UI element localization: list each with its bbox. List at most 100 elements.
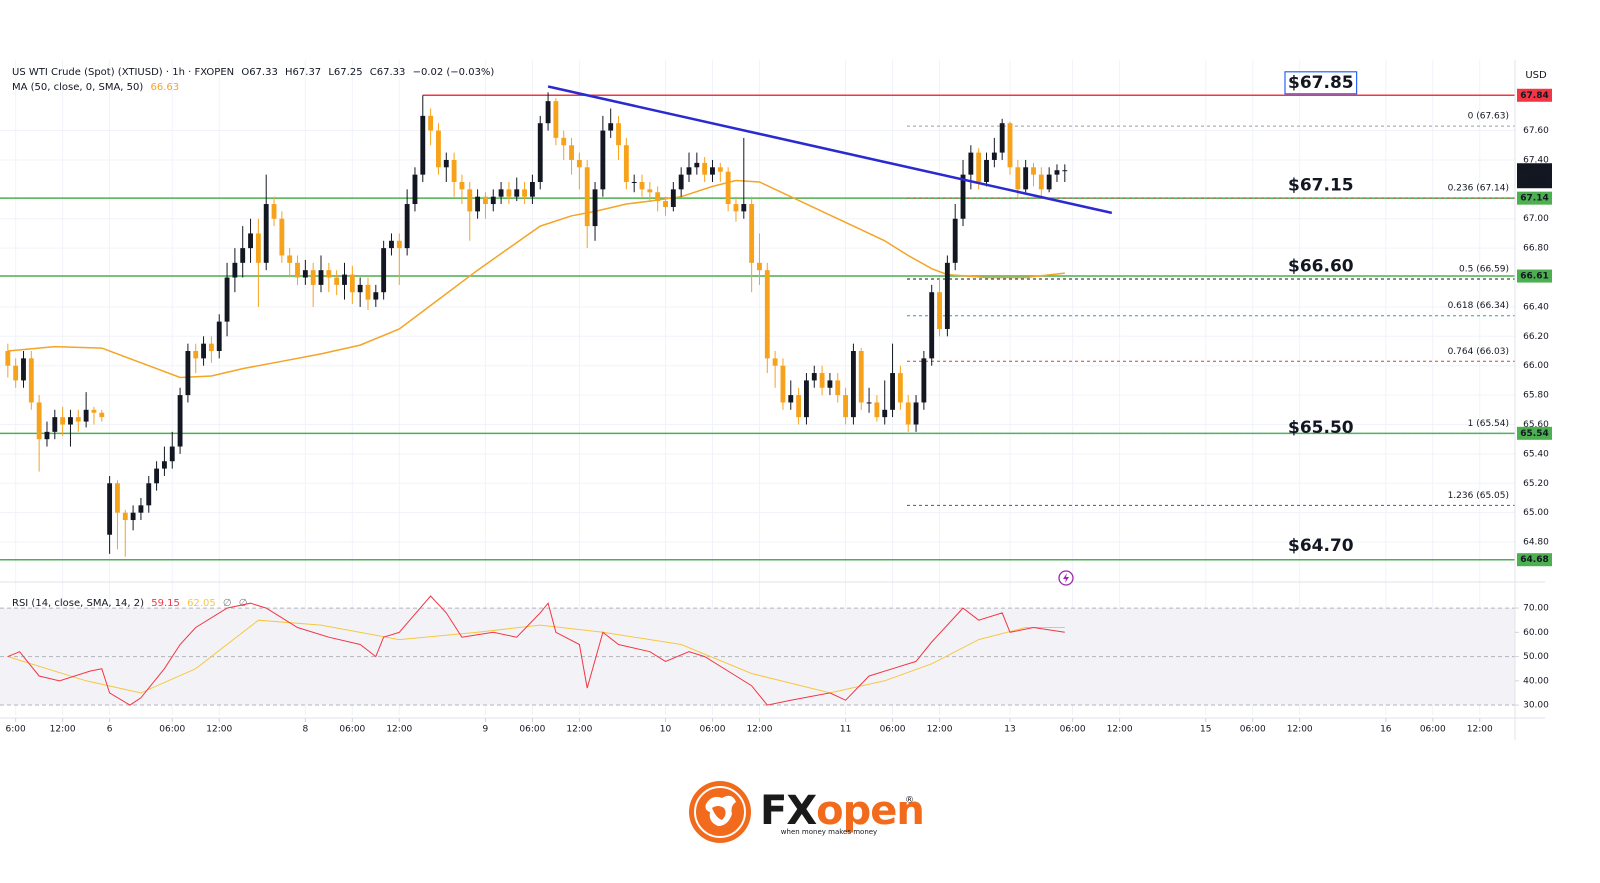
candle-body xyxy=(60,417,66,425)
y-tick-label: 65.80 xyxy=(1523,391,1549,401)
candle-body xyxy=(827,380,833,388)
candle-body xyxy=(843,395,849,418)
candle-body xyxy=(349,274,355,293)
candle-body xyxy=(991,152,997,160)
candle-body xyxy=(279,218,285,256)
y-tick-label: 67.40 xyxy=(1523,155,1549,165)
ma-value: 66.63 xyxy=(150,82,179,93)
rsi-value: 59.15 xyxy=(151,598,180,609)
candle-body xyxy=(138,505,144,513)
candle-body xyxy=(1015,167,1021,190)
candle-body xyxy=(545,101,551,124)
candle-body xyxy=(835,380,841,396)
price-tag-label: 64.68 xyxy=(1520,555,1548,565)
candle-body xyxy=(686,167,692,175)
price-tag-label: 67.84 xyxy=(1520,91,1548,101)
logo: FXopen ® when money makes money xyxy=(689,781,925,843)
x-tick-label: 9 xyxy=(483,725,489,735)
candle-body xyxy=(1023,167,1029,190)
candle-body xyxy=(976,152,982,182)
ma-name: MA (50, close, 0, SMA, 50) xyxy=(12,82,143,93)
candle-body xyxy=(232,262,238,278)
candle-body xyxy=(655,192,661,202)
candle-body xyxy=(389,240,394,249)
candle-body xyxy=(130,512,136,521)
candle-body xyxy=(482,196,488,205)
rsi-tick-label: 70.00 xyxy=(1523,604,1549,614)
candle-body xyxy=(984,159,989,182)
candle-body xyxy=(960,174,966,219)
price-tag xyxy=(1517,88,1552,102)
fib-label: 0.764 (66.03) xyxy=(1448,347,1509,357)
candle-body xyxy=(107,483,113,535)
candle-body xyxy=(475,196,481,212)
candle-body xyxy=(412,174,418,205)
candle-body xyxy=(553,101,559,138)
candle-body xyxy=(404,204,410,249)
candle-body xyxy=(804,380,809,418)
y-tick-label: 66.80 xyxy=(1523,244,1549,254)
candle-body xyxy=(623,145,629,182)
candle-body xyxy=(858,351,864,403)
x-tick-label: 06:00 xyxy=(1060,725,1086,735)
level-label: $67.85 xyxy=(1288,73,1354,93)
candle-body xyxy=(522,189,528,197)
candle-body xyxy=(193,351,199,359)
price-pane: 0 (67.63) 0.236 (67.14) 0.5 (66.59) 0.618 (… xyxy=(0,85,1515,561)
candle-body xyxy=(44,431,50,440)
candle-body xyxy=(342,274,347,285)
level-label: $64.70 xyxy=(1288,536,1354,556)
candle-body xyxy=(326,270,332,278)
alert-icon xyxy=(1058,570,1074,586)
level-label: $66.60 xyxy=(1288,257,1354,277)
candle-body xyxy=(647,189,653,193)
price-tag xyxy=(1517,269,1552,283)
candle-body xyxy=(796,395,802,418)
candle-body xyxy=(459,181,465,190)
candle-body xyxy=(710,167,715,175)
candle-body xyxy=(929,292,935,359)
x-tick-label: 13 xyxy=(1004,725,1015,735)
level-label: $65.50 xyxy=(1288,418,1354,438)
x-tick-label: 06:00 xyxy=(880,725,906,735)
candle-body xyxy=(255,233,261,263)
candle-body xyxy=(75,417,81,422)
candle-body xyxy=(1062,170,1068,172)
candle-body xyxy=(1007,123,1013,168)
logo-registered: ® xyxy=(905,796,914,806)
candle-body xyxy=(310,270,316,285)
candle-body xyxy=(1031,167,1036,175)
candle-body xyxy=(122,512,128,521)
candle-body xyxy=(944,262,950,329)
candle-body xyxy=(5,351,11,366)
logo-fx: FX xyxy=(760,788,817,834)
candle-body xyxy=(639,181,645,190)
rsi-tick-label: 60.00 xyxy=(1523,628,1549,638)
rsi-extra: ∅ xyxy=(223,598,232,609)
currency-label: USD xyxy=(1525,70,1547,81)
fib-label: 1.236 (65.05) xyxy=(1448,491,1509,501)
y-tick-label: 65.00 xyxy=(1523,508,1549,518)
candle-body xyxy=(443,159,449,168)
x-tick-label: 12:00 xyxy=(206,725,232,735)
x-tick-label: 06:00 xyxy=(519,725,545,735)
x-tick-label: 06:00 xyxy=(1240,725,1266,735)
x-tick-label: 06:00 xyxy=(1420,725,1446,735)
candle-body xyxy=(436,130,441,168)
candle-body xyxy=(882,409,888,418)
legend-close: C67.33 xyxy=(370,67,406,78)
last-price-tag xyxy=(1517,163,1552,189)
candle-body xyxy=(216,321,222,352)
candle-body xyxy=(506,189,512,197)
candle-body xyxy=(788,395,794,403)
candle-body xyxy=(584,167,590,227)
candle-body xyxy=(725,171,731,205)
x-tick-label: 12:00 xyxy=(927,725,953,735)
x-tick-label: 12:00 xyxy=(50,725,76,735)
candle-body xyxy=(764,270,770,359)
price-tag xyxy=(1517,426,1552,440)
candle-body xyxy=(772,358,778,366)
candle-body xyxy=(36,402,42,440)
candle-body xyxy=(224,277,230,322)
